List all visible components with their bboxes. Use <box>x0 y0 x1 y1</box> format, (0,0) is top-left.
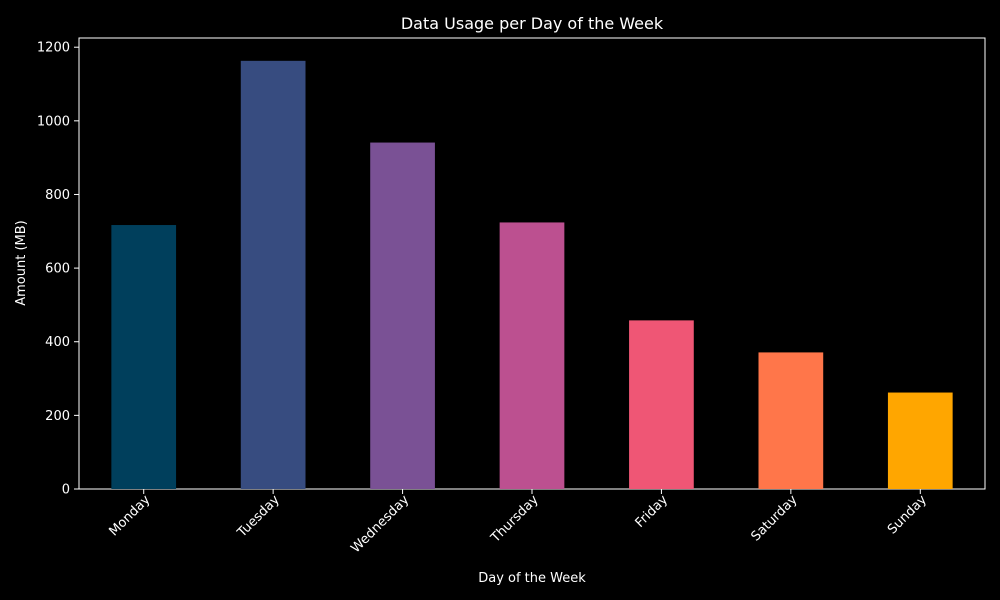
bar-friday <box>629 320 694 489</box>
y-tick-label: 1000 <box>37 114 70 129</box>
x-axis-label: Day of the Week <box>478 571 586 586</box>
y-tick-label: 400 <box>45 335 70 350</box>
x-tick-label: Thursday <box>488 492 542 546</box>
y-tick-label: 600 <box>45 262 70 277</box>
x-axis: Monday Tuesday Wednesday Thursday Friday Satu… <box>106 489 930 556</box>
x-tick-label: Sunday <box>885 492 930 537</box>
y-tick-label: 800 <box>45 188 70 203</box>
y-axis-label: Amount (MB) <box>14 220 29 306</box>
bar-wednesday <box>370 142 435 489</box>
bars-group <box>111 60 953 489</box>
y-tick-label: 200 <box>45 409 70 424</box>
bar-monday <box>111 225 177 489</box>
x-tick-label: Friday <box>633 492 672 531</box>
x-tick-label: Saturday <box>748 492 800 544</box>
x-tick-label: Tuesday <box>234 492 283 541</box>
bar-sunday <box>887 392 953 489</box>
y-tick-label: 1200 <box>37 41 70 56</box>
x-tick-label: Wednesday <box>348 492 412 556</box>
bar-tuesday <box>240 60 306 489</box>
y-tick-label: 0 <box>62 483 70 498</box>
chart-title: Data Usage per Day of the Week <box>401 14 664 33</box>
x-tick-label: Monday <box>106 492 153 539</box>
bar-thursday <box>499 222 565 489</box>
y-axis: 0 200 400 600 800 1000 1200 <box>37 41 79 498</box>
bar-saturday <box>758 352 824 489</box>
